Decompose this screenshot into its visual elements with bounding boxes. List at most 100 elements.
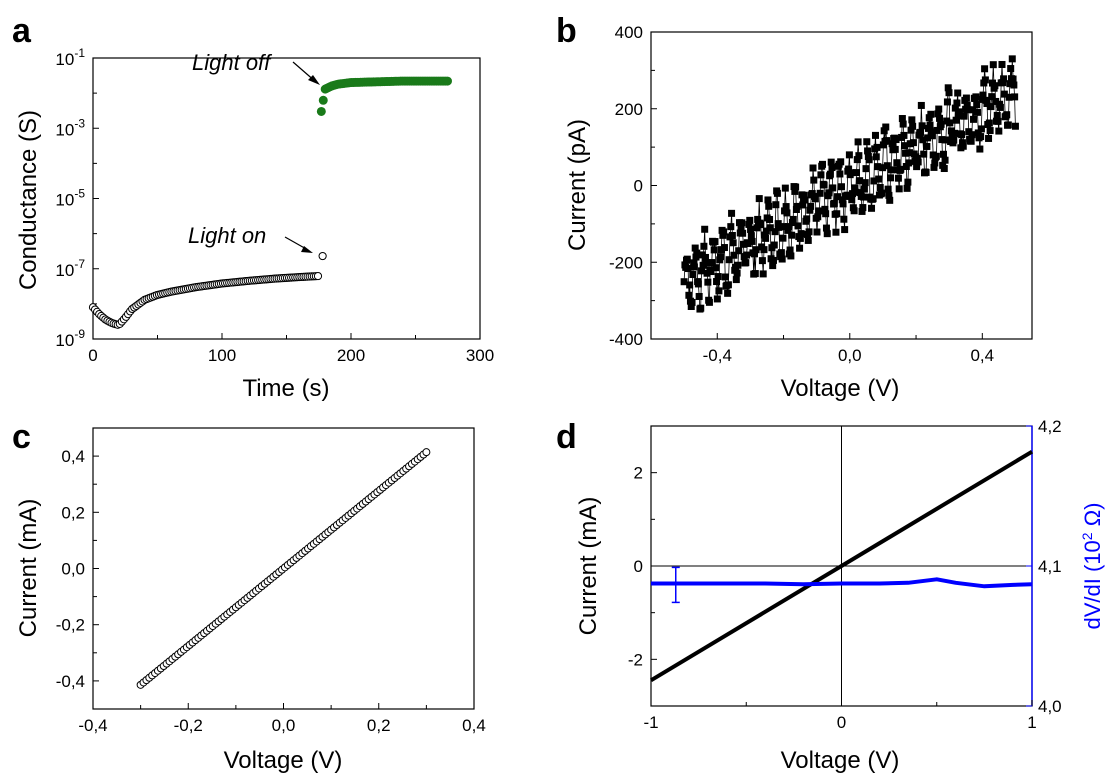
- panel-b-point: [720, 228, 728, 236]
- panel-b-point: [847, 169, 855, 177]
- panel-b-point: [879, 164, 887, 172]
- panel-b-point: [886, 196, 894, 204]
- panel-c-y-tick-label: -0,4: [56, 672, 85, 691]
- panel-a-black-point: [318, 251, 327, 261]
- panel-b-point: [778, 255, 786, 263]
- panel-b-point: [843, 191, 851, 199]
- panel-a-ylabel: Conductance (S): [15, 110, 42, 290]
- panel-b-y-tick-label: 0: [634, 177, 643, 196]
- panel-b-point: [958, 131, 966, 139]
- panel-d-right-y-ticks: 4,0 4,1 4,2: [1026, 417, 1062, 716]
- panel-b-point: [995, 127, 1003, 135]
- panel-b-point: [852, 188, 860, 196]
- panel-b-point: [853, 169, 861, 177]
- panel-b-point: [797, 230, 805, 238]
- panel-b-point: [998, 60, 1006, 68]
- panel-b-point: [738, 219, 746, 227]
- panel-b-point: [907, 126, 915, 134]
- panel-b-point: [817, 171, 825, 179]
- panel-b-point: [960, 112, 968, 120]
- panel-b-point: [924, 134, 932, 142]
- panel-b-point: [711, 238, 719, 246]
- panel-b-point: [739, 240, 747, 248]
- panel-b-point: [969, 106, 977, 114]
- panel-b-point: [837, 158, 845, 166]
- panel-b-point: [964, 106, 972, 114]
- panel-a-x-tick-label: 100: [208, 346, 236, 365]
- panel-b-point: [821, 205, 829, 213]
- panel-b-point: [856, 177, 864, 185]
- panel-b-point: [938, 136, 946, 144]
- panel-b-point: [880, 127, 888, 135]
- panel-b-point: [913, 163, 921, 171]
- panel-b-point: [685, 291, 693, 299]
- panel-b-point: [893, 159, 901, 167]
- panel-b-point: [765, 202, 773, 210]
- panel-b-point: [989, 61, 997, 69]
- panel-b-point: [950, 136, 958, 144]
- panel-b-point: [976, 145, 984, 153]
- panel-d-right-y-tick-label: 4,2: [1038, 417, 1062, 436]
- panel-b-point: [988, 93, 996, 101]
- panel-b-point: [827, 158, 835, 166]
- panel-b-point: [917, 128, 925, 136]
- panel-b-point: [771, 228, 779, 236]
- panel-b-point: [986, 127, 994, 135]
- panel-b-point: [926, 121, 934, 129]
- panel-b-point: [822, 224, 830, 232]
- panel-b-point: [999, 79, 1007, 87]
- panel-b-point: [951, 129, 959, 137]
- panel-b-point: [785, 223, 793, 231]
- panel-b-point: [932, 152, 940, 160]
- panel-b-point: [707, 268, 715, 276]
- panel-b-point: [775, 223, 783, 231]
- panel-b-point: [1000, 90, 1008, 98]
- panel-c-x-ticks: -0,4 -0,2 0,0 0,2 0,4: [78, 703, 486, 735]
- panel-b-point: [1005, 93, 1013, 101]
- panel-b-point: [687, 302, 695, 310]
- panel-b-point: [872, 153, 880, 161]
- panel-b-point: [1011, 122, 1019, 130]
- panel-b-point: [981, 65, 989, 73]
- panel-b-point: [721, 273, 729, 281]
- panel-b-point: [992, 97, 1000, 105]
- annotation-light-on: Light on: [188, 223, 266, 248]
- panel-b-point: [973, 101, 981, 109]
- panel-b-point: [743, 251, 751, 259]
- panel-b-point: [748, 237, 756, 245]
- panel-label-a: a: [12, 12, 32, 50]
- panel-b-point: [914, 158, 922, 166]
- panel-b-point: [717, 253, 725, 261]
- panel-b-point: [710, 246, 718, 254]
- panel-b-point: [935, 105, 943, 113]
- panel-b-point: [909, 122, 917, 130]
- panel-b-point: [747, 225, 755, 233]
- panel-b-point: [885, 191, 893, 199]
- panel-b-x-tick-label: -0,4: [703, 346, 732, 365]
- panel-b-point: [985, 134, 993, 142]
- panel-b-point: [898, 115, 906, 123]
- panel-b-point: [787, 252, 795, 260]
- panel-b-point: [788, 231, 796, 239]
- panel-b-point: [792, 183, 800, 191]
- panel-a-y-tick-label: 10-3: [55, 116, 85, 139]
- arrow-head-light-on: [301, 246, 313, 253]
- panel-b-point: [830, 199, 838, 207]
- panel-b-point: [766, 215, 774, 223]
- panel-a-black-point: [313, 271, 323, 281]
- panel-b-point: [1009, 75, 1017, 83]
- panel-b-point: [801, 196, 809, 204]
- panel-b-point: [901, 142, 909, 150]
- panel-b-point: [985, 119, 993, 127]
- panel-c-y-tick-label: -0,2: [56, 616, 85, 635]
- panel-b-point: [945, 89, 953, 97]
- panel-b-point: [737, 225, 745, 233]
- panel-b-point: [873, 143, 881, 151]
- panel-b-point: [684, 265, 692, 273]
- panel-b-ylabel: Current (pA): [564, 119, 591, 251]
- panel-c-y-tick-label: 0,2: [61, 503, 85, 522]
- panel-b-point: [887, 174, 895, 182]
- panel-b-point: [845, 151, 853, 159]
- panel-b-point: [883, 137, 891, 145]
- panel-d-x-tick-label: -1: [643, 713, 658, 732]
